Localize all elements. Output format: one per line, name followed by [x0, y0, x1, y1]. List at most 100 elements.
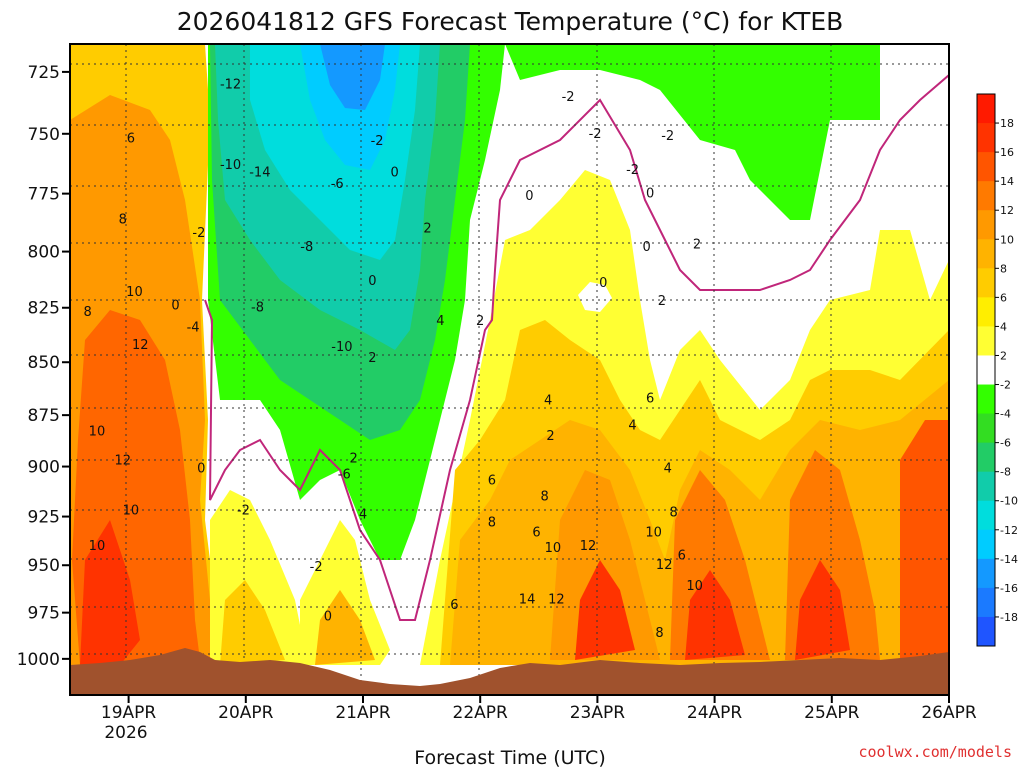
- hot-core-east-3: [795, 560, 850, 660]
- warm-core-east: [550, 470, 660, 660]
- cold-region-blue: [320, 44, 385, 110]
- contour-label: 2: [476, 314, 484, 329]
- contour-label: 0: [525, 189, 533, 204]
- y-tick-label: 750: [28, 125, 60, 145]
- contour-label: 0: [646, 187, 654, 202]
- contour-label: 6: [127, 132, 135, 147]
- contour-label: 12: [548, 592, 565, 607]
- contour-label: 14: [519, 592, 536, 607]
- x-tick-label: 23APR: [570, 703, 626, 723]
- contour-label: 6: [488, 474, 496, 489]
- contour-label: 8: [83, 305, 91, 320]
- contour-label: 8: [669, 506, 677, 521]
- y-tick-label: 925: [28, 508, 60, 528]
- colorbar-tick-label: -4: [1000, 408, 1011, 421]
- colorbar-swatch: [977, 587, 995, 618]
- contour-label: -2: [661, 129, 674, 144]
- freezing-line: [204, 74, 949, 621]
- contour-label: 10: [645, 525, 662, 540]
- contour-label: -2: [237, 504, 250, 519]
- plot-area: [70, 44, 949, 695]
- colorbar-swatch: [977, 355, 995, 386]
- hottest-core-west: [80, 520, 140, 665]
- contour-label: -2: [371, 134, 384, 149]
- white-hole-east: [578, 282, 612, 312]
- colorbar-swatch: [977, 529, 995, 560]
- colorbar-tick-label: 4: [1000, 320, 1007, 333]
- contour-label: 0: [391, 165, 399, 180]
- colorbar-tick-label: 2: [1000, 349, 1007, 362]
- x-tick-label: 19APR: [101, 703, 157, 723]
- colorbar-tick-label: -14: [1000, 553, 1018, 566]
- contour-label: 0: [197, 462, 205, 477]
- contour-label: 2: [546, 429, 554, 444]
- contour-label: -8: [300, 240, 313, 255]
- colorbar-tick-label: -2: [1000, 379, 1011, 392]
- colorbar-tick-label: 14: [1000, 175, 1014, 188]
- plot-frame: [69, 43, 950, 696]
- colorbar: 18 16 14 12 10 8 6 4 2 -2 -4 -6 -8 -10 -12 -14 -16 -18: [976, 93, 1018, 647]
- x-tick-label: 26APR: [921, 703, 977, 723]
- credit-link[interactable]: coolwx.com/models: [858, 743, 1012, 761]
- colorbar-swatch: [977, 471, 995, 502]
- colorbar-swatch: [977, 326, 995, 356]
- colorbar-tick-label: 18: [1000, 117, 1014, 130]
- contour-label: -14: [249, 165, 270, 180]
- colorbar-tick-label: -10: [1000, 495, 1018, 508]
- colorbar-tick-label: 16: [1000, 146, 1014, 159]
- contour-label: -10: [331, 340, 352, 355]
- colorbar-swatch: [977, 413, 995, 444]
- colorbar-swatch: [977, 558, 995, 589]
- y-tick-label: 900: [28, 458, 60, 478]
- colorbar-swatch: [977, 94, 995, 124]
- y-tick-label: 975: [28, 604, 60, 624]
- y-tick-label: 825: [28, 299, 60, 319]
- colorbar-swatch: [977, 181, 995, 211]
- contour-label: 0: [368, 274, 376, 289]
- colorbar-swatch: [977, 123, 995, 153]
- warm-region-mid-4: [315, 590, 375, 665]
- contour-label: 10: [123, 504, 140, 519]
- contour-label: 6: [532, 525, 540, 540]
- colorbar-swatch: [977, 384, 995, 415]
- contour-label: -2: [562, 90, 575, 105]
- hot-core-east: [575, 560, 635, 660]
- contour-label: -2: [192, 226, 205, 241]
- contour-label: -6: [331, 177, 344, 192]
- contour-label: 12: [132, 338, 149, 353]
- x-axis: 19APR 20APR 21APR 22APR 23APR 24APR 25APR 26APR: [101, 695, 977, 723]
- contour-label: 0: [324, 609, 332, 624]
- x-tick-label: 20APR: [218, 703, 274, 723]
- contour-label: 8: [488, 515, 496, 530]
- warm-region-mid-3: [220, 580, 285, 665]
- contour-label: 4: [359, 508, 367, 523]
- x-tick-label: 25APR: [804, 703, 860, 723]
- colorbar-tick-label: -18: [1000, 611, 1018, 624]
- y-tick-label: 850: [28, 353, 60, 373]
- colorbar-frame: [976, 93, 996, 647]
- contour-label: -2: [626, 163, 639, 178]
- colorbar-tick-label: -12: [1000, 524, 1018, 537]
- contour-label: 6: [678, 549, 686, 564]
- contour-label: -2: [589, 127, 602, 142]
- grid: [70, 44, 949, 695]
- contour-label: 10: [89, 539, 106, 554]
- colorbar-tick-label: -16: [1000, 582, 1018, 595]
- contour-label: 2: [693, 238, 701, 253]
- y-tick-label: 950: [28, 556, 60, 576]
- contour-label: 8: [541, 490, 549, 505]
- contour-label: 2: [423, 222, 431, 237]
- contour-label: 0: [599, 276, 607, 291]
- terrain: [70, 648, 949, 695]
- x-axis-label: Forecast Time (UTC): [414, 747, 605, 768]
- contour-label: 12: [656, 558, 673, 573]
- colorbar-tick-label: -8: [1000, 466, 1011, 479]
- y-tick-label: 1000: [17, 650, 60, 670]
- contour-label: 10: [126, 285, 143, 300]
- contour-label: -12: [220, 77, 241, 92]
- contour-label: 4: [628, 419, 636, 434]
- x-tick-label: 22APR: [453, 703, 509, 723]
- y-tick-label: 875: [28, 406, 60, 426]
- contour-label: -8: [251, 301, 264, 316]
